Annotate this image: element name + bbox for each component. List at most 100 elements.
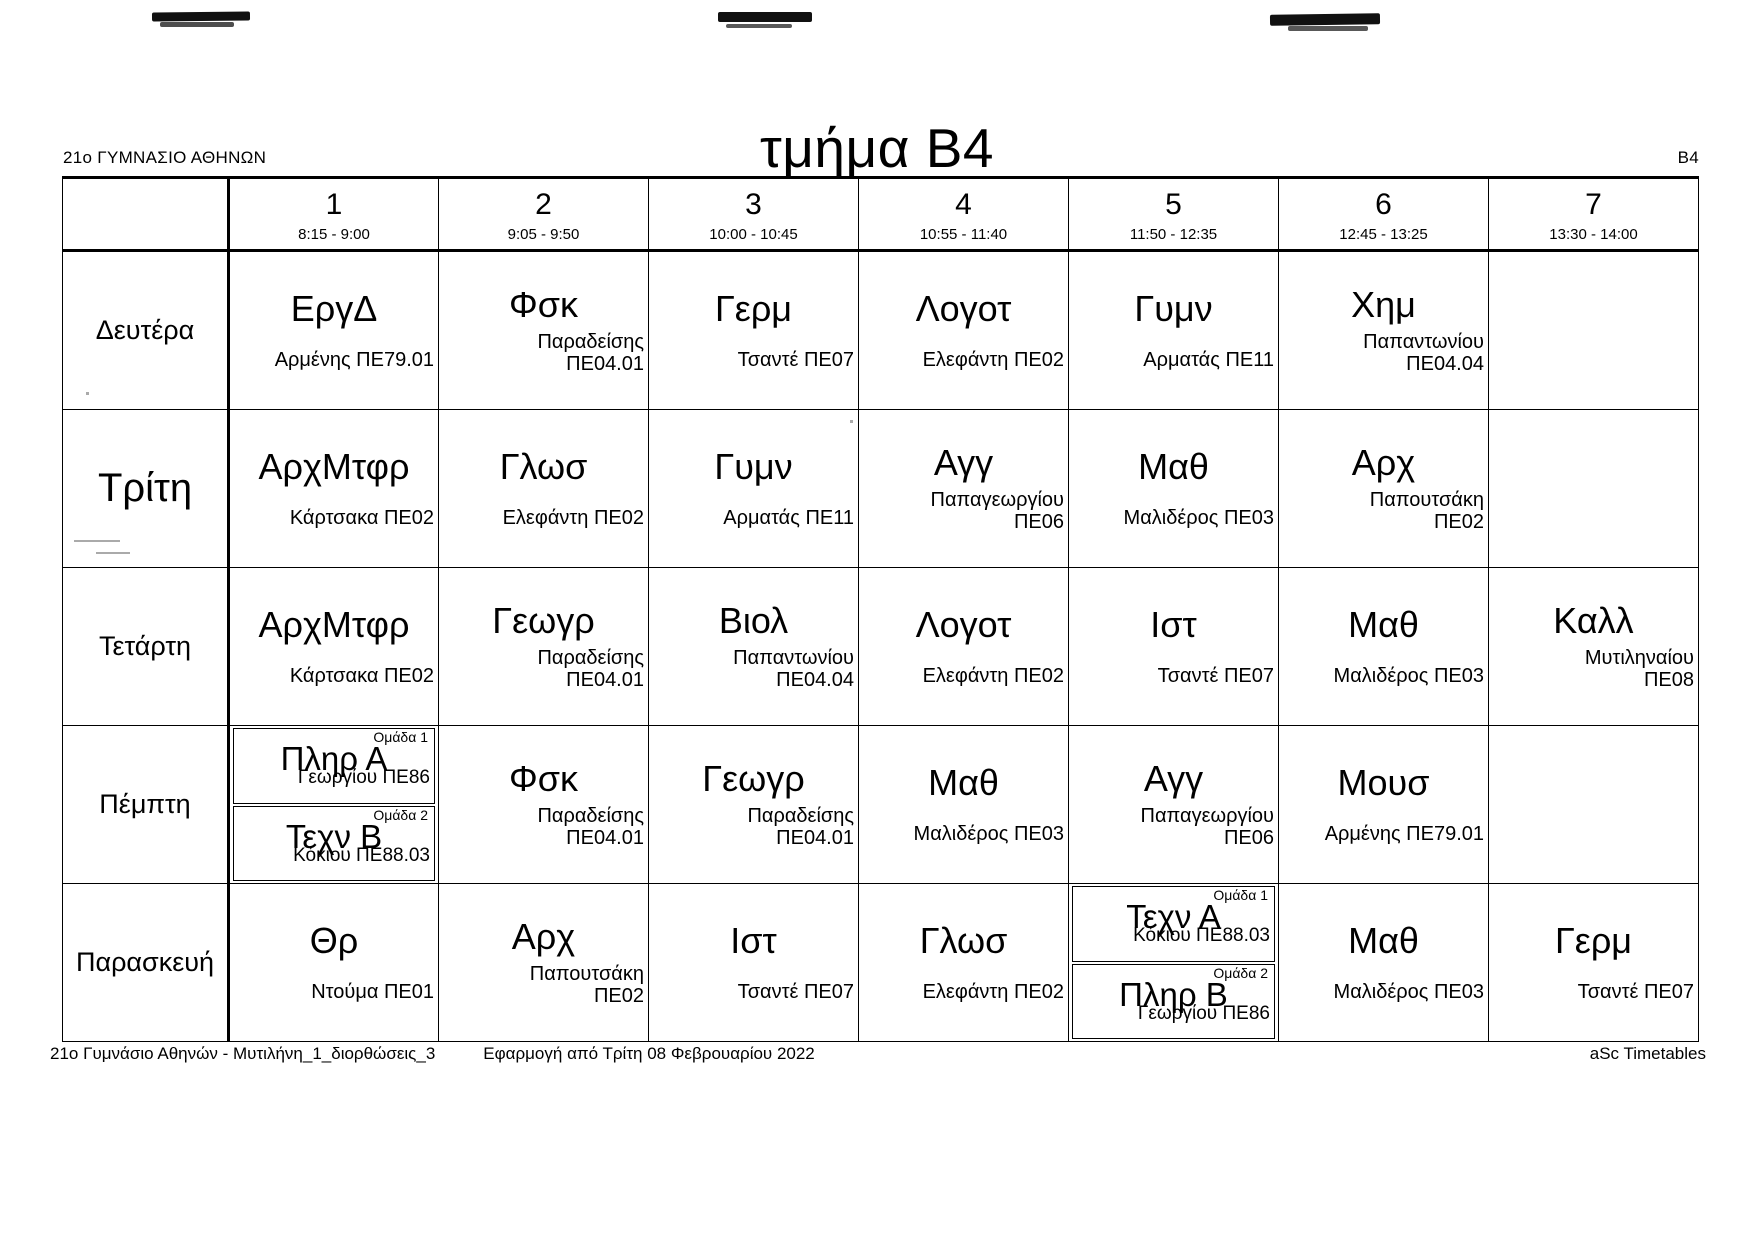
lesson-subject: Φσκ bbox=[509, 283, 578, 325]
lesson-cell[interactable]: Αρχ Παπουτσάκη ΠΕ02 bbox=[1278, 409, 1489, 568]
lesson-cell[interactable]: Μαθ Μαλιδέρος ΠΕ03 bbox=[1278, 883, 1489, 1042]
lesson-teacher: Αρματάς ΠΕ11 bbox=[1143, 349, 1274, 372]
lesson-subject: Μουσ bbox=[1337, 761, 1430, 803]
lesson-cell[interactable]: Βιολ Παπαντωνίου ΠΕ04.04 bbox=[648, 567, 859, 726]
group-label: Ομάδα 2 bbox=[373, 806, 428, 823]
lesson-cell[interactable]: Θρ Ντούμα ΠΕ01 bbox=[228, 883, 439, 1042]
timetable-row-wednesday: Τετάρτη ΑρχΜτφρ Κάρτσακα ΠΕ02 Γεωγρ Παραδε… bbox=[62, 567, 1699, 726]
lesson-cell-split[interactable]: Ομάδα 1 Τεχν Α Κόκιου ΠΕ88.03 Ομάδα 2 Πληρ Β… bbox=[1068, 883, 1279, 1042]
lesson-cell[interactable]: Γυμν Αρματάς ΠΕ11 bbox=[648, 409, 859, 568]
lesson-subject: Πληρ Α bbox=[280, 740, 388, 777]
period-number: 6 bbox=[1375, 187, 1392, 221]
footer-generator: aSc Timetables bbox=[1589, 1044, 1706, 1063]
period-time: 13:30 - 14:00 bbox=[1549, 226, 1638, 244]
timetable-row-tuesday: Τρίτη ΑρχΜτφρ Κάρτσακα ΠΕ02 Γλωσ Ελεφάντη … bbox=[62, 409, 1699, 568]
lesson-cell[interactable]: Γεωγρ Παραδείσης ΠΕ04.01 bbox=[648, 725, 859, 884]
lesson-teacher: Μυτιληναίου ΠΕ08 bbox=[1584, 647, 1694, 692]
lesson-cell[interactable]: Φσκ Παραδείσης ΠΕ04.01 bbox=[438, 725, 649, 884]
day-label-thursday: Πέμπτη bbox=[62, 725, 230, 884]
lesson-subject: Βιολ bbox=[718, 599, 789, 641]
lesson-teacher: Παπαντωνίου ΠΕ04.04 bbox=[1363, 331, 1484, 376]
period-number: 3 bbox=[745, 187, 762, 221]
lesson-teacher: Μαλιδέρος ΠΕ03 bbox=[1333, 665, 1484, 688]
table-caption: 21ο ΓΥΜΝΑΣΙΟ ΑΘΗΝΩΝ B4 bbox=[63, 148, 1699, 168]
lesson-teacher: Αρμένης ΠΕ79.01 bbox=[1324, 823, 1484, 846]
lesson-cell[interactable]: Ιστ Τσαντέ ΠΕ07 bbox=[648, 883, 859, 1042]
lesson-cell[interactable]: Αρχ Παπουτσάκη ΠΕ02 bbox=[438, 883, 649, 1042]
lesson-cell[interactable]: Λογοτ Ελεφάντη ΠΕ02 bbox=[858, 567, 1069, 726]
lesson-cell[interactable]: Μουσ Αρμένης ΠΕ79.01 bbox=[1278, 725, 1489, 884]
split-group-1[interactable]: Ομάδα 1 Τεχν Α Κόκιου ΠΕ88.03 bbox=[1072, 886, 1275, 962]
lesson-cell[interactable] bbox=[1488, 725, 1699, 884]
lesson-cell[interactable]: Μαθ Μαλιδέρος ΠΕ03 bbox=[1068, 409, 1279, 568]
lesson-cell[interactable] bbox=[1488, 250, 1699, 410]
lesson-teacher: Μαλιδέρος ΠΕ03 bbox=[1333, 981, 1484, 1004]
split-group-2[interactable]: Ομάδα 2 Τεχν Β Κόκιου ΠΕ88.03 bbox=[233, 805, 435, 881]
lesson-cell[interactable]: Γερμ Τσαντέ ΠΕ07 bbox=[648, 250, 859, 410]
lesson-subject: ΕργΔ bbox=[290, 287, 378, 329]
lesson-subject: Μαθ bbox=[928, 761, 999, 803]
header-corner-cell bbox=[62, 176, 230, 252]
period-header-2: 2 9:05 - 9:50 bbox=[438, 176, 649, 252]
lesson-cell[interactable]: Μαθ Μαλιδέρος ΠΕ03 bbox=[1278, 567, 1489, 726]
lesson-cell[interactable]: Γεωγρ Παραδείσης ΠΕ04.01 bbox=[438, 567, 649, 726]
split-group-1[interactable]: Ομάδα 1 Πληρ Α Γεωργίου ΠΕ86 bbox=[233, 728, 435, 804]
timetable-row-friday: Παρασκευή Θρ Ντούμα ΠΕ01 Αρχ Παπουτσάκη ΠΕ0… bbox=[62, 883, 1699, 1042]
lesson-cell[interactable]: ΕργΔ Αρμένης ΠΕ79.01 bbox=[228, 250, 439, 410]
lesson-subject: Γεωγρ bbox=[702, 757, 805, 799]
group-label: Ομάδα 2 bbox=[1213, 964, 1268, 981]
lesson-cell[interactable]: Γλωσ Ελεφάντη ΠΕ02 bbox=[858, 883, 1069, 1042]
period-time: 10:55 - 11:40 bbox=[919, 226, 1008, 244]
lesson-cell[interactable]: Αγγ Παπαγεωργίου ΠΕ06 bbox=[1068, 725, 1279, 884]
lesson-cell[interactable]: Καλλ Μυτιληναίου ΠΕ08 bbox=[1488, 567, 1699, 726]
day-label-wednesday: Τετάρτη bbox=[62, 567, 230, 726]
lesson-subject: Γυμν bbox=[714, 445, 793, 487]
lesson-teacher: Τσαντέ ΠΕ07 bbox=[1577, 981, 1694, 1004]
lesson-teacher: Τσαντέ ΠΕ07 bbox=[737, 349, 854, 372]
lesson-teacher: Μαλιδέρος ΠΕ03 bbox=[913, 823, 1064, 846]
page-title: τμήμα Β4 bbox=[759, 116, 995, 179]
lesson-subject: Τεχν Α bbox=[1126, 898, 1221, 935]
lesson-subject: Γερμ bbox=[714, 287, 793, 329]
lesson-subject: Πληρ Β bbox=[1119, 975, 1228, 1013]
period-header-1: 1 8:15 - 9:00 bbox=[228, 176, 439, 252]
lesson-cell[interactable]: Γερμ Τσαντέ ΠΕ07 bbox=[1488, 883, 1699, 1042]
lesson-subject: Θρ bbox=[309, 919, 359, 961]
split-group-wrapper: Ομάδα 1 Τεχν Α Κόκιου ΠΕ88.03 Ομάδα 2 Πληρ Β… bbox=[1069, 884, 1278, 1041]
lesson-cell[interactable]: Λογοτ Ελεφάντη ΠΕ02 bbox=[858, 250, 1069, 410]
lesson-teacher: Γεωργίου ΠΕ86 bbox=[297, 767, 430, 789]
period-number: 7 bbox=[1585, 187, 1602, 221]
lesson-cell[interactable]: ΑρχΜτφρ Κάρτσακα ΠΕ02 bbox=[228, 567, 439, 726]
period-header-7: 7 13:30 - 14:00 bbox=[1488, 176, 1699, 252]
lesson-subject: Μαθ bbox=[1138, 445, 1209, 487]
split-group-2[interactable]: Ομάδα 2 Πληρ Β Γεωργίου ΠΕ86 bbox=[1072, 963, 1275, 1039]
lesson-teacher: Κόκιου ΠΕ88.03 bbox=[1133, 925, 1270, 947]
lesson-cell[interactable]: Γλωσ Ελεφάντη ΠΕ02 bbox=[438, 409, 649, 568]
lesson-cell[interactable]: Αγγ Παπαγεωργίου ΠΕ06 bbox=[858, 409, 1069, 568]
lesson-cell[interactable]: ΑρχΜτφρ Κάρτσακα ΠΕ02 bbox=[228, 409, 439, 568]
lesson-cell[interactable]: Ιστ Τσαντέ ΠΕ07 bbox=[1068, 567, 1279, 726]
lesson-subject: Ιστ bbox=[730, 919, 777, 961]
lesson-subject: Γλωσ bbox=[919, 919, 1008, 961]
lesson-teacher: Παραδείσης ΠΕ04.01 bbox=[747, 805, 854, 850]
period-number: 5 bbox=[1165, 187, 1182, 221]
period-header-5: 5 11:50 - 12:35 bbox=[1068, 176, 1279, 252]
lesson-cell[interactable]: Φσκ Παραδείσης ΠΕ04.01 bbox=[438, 250, 649, 410]
timetable-row-monday: Δευτέρα ΕργΔ Αρμένης ΠΕ79.01 Φσκ Παραδείση… bbox=[62, 250, 1699, 410]
lesson-cell[interactable]: Μαθ Μαλιδέρος ΠΕ03 bbox=[858, 725, 1069, 884]
lesson-teacher: Ελεφάντη ΠΕ02 bbox=[922, 349, 1064, 372]
period-time: 8:15 - 9:00 bbox=[298, 226, 370, 244]
lesson-subject: Μαθ bbox=[1348, 919, 1419, 961]
lesson-cell[interactable] bbox=[1488, 409, 1699, 568]
lesson-teacher: Κάρτσακα ΠΕ02 bbox=[289, 507, 434, 530]
lesson-subject: Γερμ bbox=[1554, 919, 1633, 961]
lesson-subject: Λογοτ bbox=[915, 287, 1012, 329]
lesson-cell[interactable]: Γυμν Αρματάς ΠΕ11 bbox=[1068, 250, 1279, 410]
lesson-cell[interactable]: Χημ Παπαντωνίου ΠΕ04.04 bbox=[1278, 250, 1489, 410]
lesson-subject: Χημ bbox=[1351, 283, 1416, 325]
lesson-subject: Φσκ bbox=[509, 757, 578, 799]
period-time: 10:00 - 10:45 bbox=[709, 226, 798, 244]
lesson-teacher: Ελεφάντη ΠΕ02 bbox=[922, 981, 1064, 1004]
lesson-teacher: Παπαγεωργίου ΠΕ06 bbox=[930, 489, 1065, 534]
